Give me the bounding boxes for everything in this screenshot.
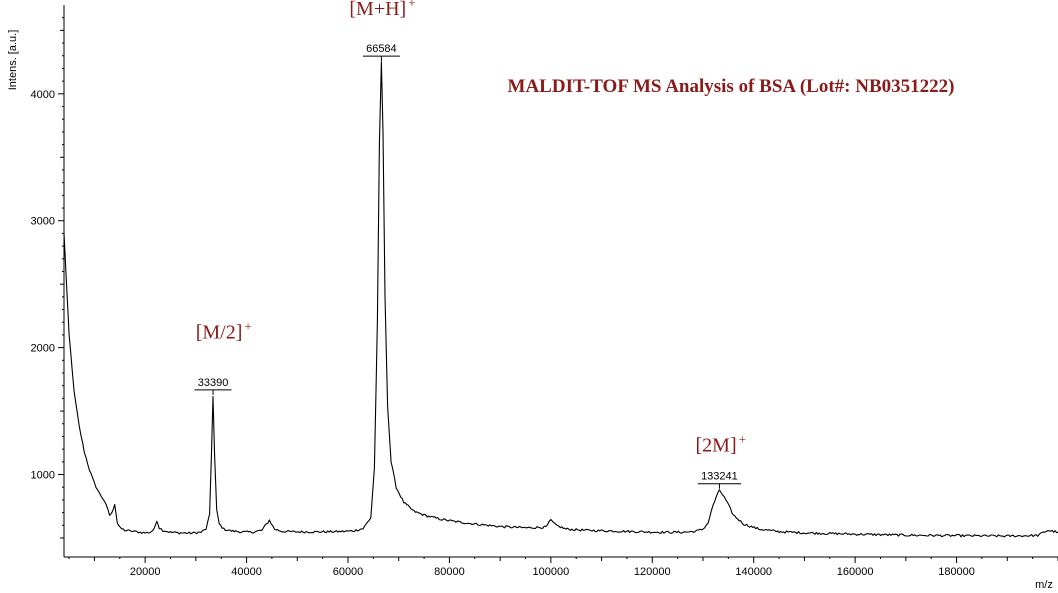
ion-charge-sup: + xyxy=(408,0,415,10)
y-tick-label: 4000 xyxy=(31,89,55,101)
x-tick-label: 140000 xyxy=(735,566,772,578)
plot-frame xyxy=(63,5,1058,558)
y-tick-label: 3000 xyxy=(31,216,55,228)
y-axis-label: Intens. [a.u.] xyxy=(7,30,19,91)
peak-labels: 33390 66584 133241 xyxy=(194,43,742,489)
peak-mz-label: 66584 xyxy=(366,43,397,55)
spectrum-line xyxy=(63,61,1058,538)
y-tick-label: 1000 xyxy=(31,470,55,482)
ion-charge-sup: + xyxy=(739,432,746,447)
ion-charge-sup: + xyxy=(244,319,251,334)
ion-annotation: [M+H] + xyxy=(349,0,415,20)
x-tick-label: 120000 xyxy=(634,566,671,578)
ion-annotation: [2M] + xyxy=(696,432,746,457)
x-tick-label: 60000 xyxy=(333,566,364,578)
y-tick-label: 2000 xyxy=(31,343,55,355)
peak-label: 66584 xyxy=(362,43,400,62)
ion-annotation: [M/2] + xyxy=(196,319,252,344)
x-tick-label: 20000 xyxy=(130,566,161,578)
x-tick-label: 180000 xyxy=(938,566,975,578)
series-layer xyxy=(63,61,1058,538)
peak-mz-label: 33390 xyxy=(198,377,229,389)
peak-label: 33390 xyxy=(194,377,232,395)
y-axis-ticks: 1000 2000 3000 4000 xyxy=(31,17,64,539)
peak-mz-label: 133241 xyxy=(701,471,738,483)
x-axis-ticks: 20000 40000 60000 80000 100000 120000 140000 16… xyxy=(68,557,1058,578)
x-tick-label: 80000 xyxy=(434,566,465,578)
peak-label: 133241 xyxy=(697,471,742,489)
x-tick-label: 100000 xyxy=(532,566,569,578)
chart-title: MALDIT-TOF MS Analysis of BSA (Lot#: NB0… xyxy=(508,76,955,97)
x-tick-label: 40000 xyxy=(231,566,262,578)
x-tick-label: 160000 xyxy=(837,566,874,578)
ion-annotations: [M/2] + [M+H] + [2M] + xyxy=(196,0,746,457)
x-axis-label: m/z xyxy=(1035,579,1053,591)
